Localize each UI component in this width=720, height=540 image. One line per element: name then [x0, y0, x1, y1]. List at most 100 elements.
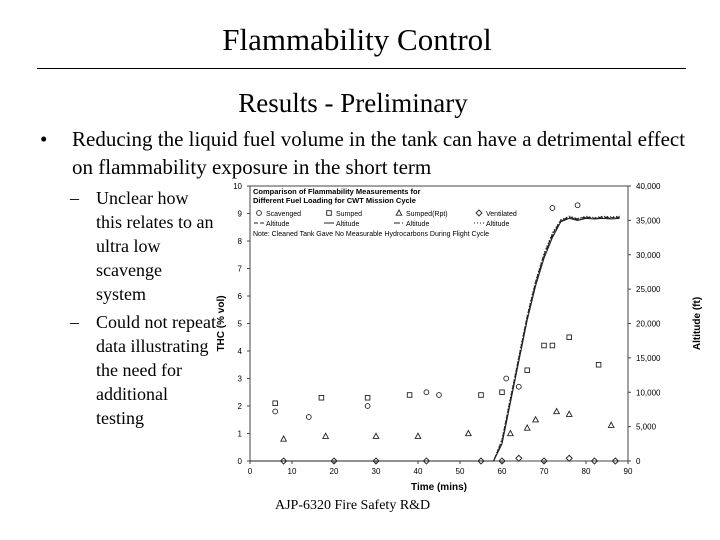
- data-point: [515, 383, 522, 390]
- data-point: [423, 389, 430, 396]
- data-point: [574, 202, 581, 209]
- y-tick-label: 4: [238, 347, 243, 356]
- y2-tick-label: 10,000: [636, 388, 661, 397]
- data-point: [565, 410, 573, 417]
- chart-note: Note: Cleaned Tank Gave No Measurable Hy…: [253, 231, 489, 238]
- data-point: [372, 432, 380, 439]
- x-tick-label: 80: [582, 467, 591, 476]
- data-point: [524, 367, 530, 373]
- x-tick-label: 0: [248, 467, 253, 476]
- data-point: [503, 375, 510, 382]
- y-tick-label: 5: [238, 320, 243, 329]
- data-point: [590, 457, 599, 465]
- y2-tick-label: 35,000: [636, 216, 661, 225]
- y2-tick-label: 5,000: [636, 423, 657, 432]
- sub-bullet-marker: –: [70, 312, 79, 332]
- y2-tick-label: 40,000: [636, 182, 661, 191]
- data-point: [422, 457, 431, 465]
- data-point: [541, 342, 547, 349]
- slide-subtitle: Results - Preliminary: [238, 88, 468, 118]
- data-point: [499, 389, 505, 395]
- x-tick-label: 50: [456, 467, 465, 476]
- y-tick-label: 10: [233, 182, 242, 191]
- chart-title: Different Fuel Loading for CWT Mission C…: [253, 196, 416, 205]
- data-point: [272, 400, 278, 406]
- x-axis-label: Time (mins): [411, 482, 467, 493]
- x-tick-label: 10: [288, 467, 297, 476]
- data-point: [464, 429, 472, 437]
- x-tick-label: 60: [498, 467, 507, 476]
- legend-marker: [326, 210, 332, 216]
- legend-label: Altitude: [266, 221, 289, 228]
- y2-tick-label: 25,000: [636, 285, 661, 294]
- main-bullet-text: Reducing the liquid fuel volume in the t…: [72, 127, 686, 179]
- data-point: [523, 424, 531, 431]
- series-line: [250, 217, 620, 462]
- y-tick-label: 6: [238, 292, 243, 301]
- legend-label: Altitude: [336, 221, 359, 228]
- data-point: [305, 414, 312, 420]
- y2-tick-label: 15,000: [636, 354, 661, 363]
- plot-frame: [249, 185, 629, 462]
- y2-tick-label: 0: [636, 457, 641, 466]
- data-point: [372, 457, 380, 465]
- sub-bullet-marker: –: [70, 188, 79, 208]
- legend-marker: [475, 209, 483, 217]
- legend-marker: [256, 210, 262, 216]
- data-point: [611, 457, 620, 465]
- y-tick-label: 8: [238, 237, 243, 246]
- data-point: [436, 392, 442, 398]
- slide-title: Flammability Control: [222, 22, 492, 57]
- data-point: [364, 403, 371, 409]
- x-tick-label: 30: [372, 467, 381, 476]
- legend-label: Altitude: [406, 221, 429, 228]
- y-tick-label: 0: [238, 457, 243, 466]
- y-tick-label: 1: [238, 430, 243, 439]
- legend-label: Ventilated: [486, 211, 517, 218]
- data-point: [478, 392, 484, 398]
- data-point: [272, 408, 279, 415]
- data-point: [566, 334, 572, 340]
- data-point: [406, 392, 413, 398]
- x-tick-label: 90: [624, 467, 633, 476]
- data-point: [540, 457, 548, 465]
- x-tick-label: 70: [540, 467, 549, 476]
- legend-label: Scavenged: [266, 211, 301, 218]
- data-point: [607, 421, 615, 428]
- data-point: [565, 454, 573, 462]
- data-point: [330, 457, 338, 465]
- y2-axis-label: Altitude (ft): [692, 297, 703, 350]
- legend-label: Sumped: [336, 211, 362, 218]
- data-point: [532, 415, 540, 423]
- slide-footer: AJP-6320 Fire Safety R&D: [275, 498, 431, 513]
- data-point: [549, 342, 556, 349]
- data-point: [318, 394, 325, 401]
- y-tick-label: 9: [238, 210, 243, 219]
- data-point: [595, 361, 602, 368]
- sub-bullet-text: Could not repeat data illustrating the n…: [96, 312, 216, 428]
- legend-label: Altitude: [486, 221, 509, 228]
- x-tick-label: 20: [330, 467, 339, 476]
- data-point: [498, 457, 506, 465]
- y-tick-label: 3: [238, 375, 243, 384]
- data-point: [477, 457, 485, 465]
- x-tick-label: 40: [414, 467, 423, 476]
- sub-bullet-text: Unclear how this relates to an ultra low…: [96, 188, 214, 304]
- y2-tick-label: 30,000: [636, 251, 661, 260]
- data-point: [414, 432, 422, 439]
- bullet-marker: •: [40, 127, 48, 151]
- y-tick-label: 7: [238, 265, 243, 274]
- data-point: [322, 432, 330, 439]
- legend-marker: [395, 209, 403, 216]
- chart-title: Comparison of Flammability Measurements …: [253, 187, 421, 196]
- data-point: [515, 454, 523, 462]
- data-point: [553, 407, 561, 415]
- title-divider: [37, 68, 686, 69]
- y2-tick-label: 20,000: [636, 320, 661, 329]
- legend-label: Sumped(Rpt): [406, 211, 448, 218]
- data-point: [506, 429, 514, 437]
- y-axis-label: THC (% vol): [216, 295, 227, 351]
- data-point: [279, 457, 288, 465]
- y-tick-label: 2: [238, 402, 243, 411]
